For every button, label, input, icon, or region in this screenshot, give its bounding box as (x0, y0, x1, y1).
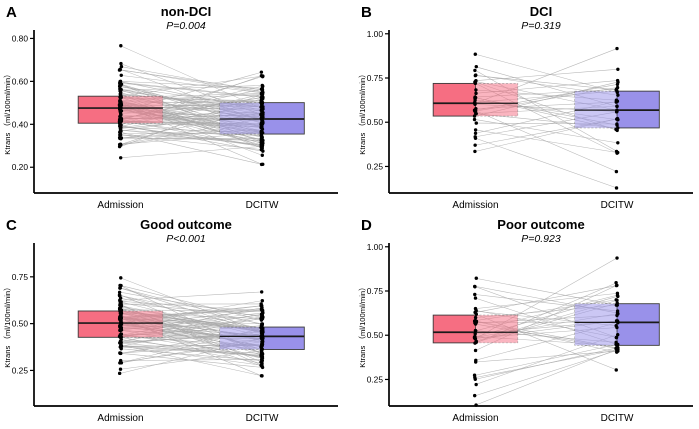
svg-text:0.75: 0.75 (367, 286, 384, 296)
svg-text:1.00: 1.00 (367, 242, 384, 252)
svg-text:0.75: 0.75 (12, 272, 29, 282)
svg-text:Ktrans （ml/100ml/min）: Ktrans （ml/100ml/min） (358, 283, 367, 367)
svg-text:C: C (6, 217, 17, 234)
svg-text:non-DCI: non-DCI (161, 4, 212, 19)
svg-text:0.50: 0.50 (367, 330, 384, 340)
svg-text:0.60: 0.60 (12, 76, 29, 86)
svg-text:0.40: 0.40 (12, 119, 29, 129)
svg-text:DCI: DCI (530, 4, 552, 19)
svg-text:Admission: Admission (97, 200, 143, 211)
svg-text:A: A (6, 4, 17, 21)
svg-text:0.50: 0.50 (367, 117, 384, 127)
svg-text:Ktrans （ml/100ml/min）: Ktrans （ml/100ml/min） (3, 283, 12, 367)
svg-text:0.50: 0.50 (12, 319, 29, 329)
svg-text:0.25: 0.25 (367, 161, 384, 171)
svg-text:Ktrans （ml/100ml/min）: Ktrans （ml/100ml/min） (358, 70, 367, 154)
svg-text:DCITW: DCITW (246, 200, 279, 211)
svg-text:0.75: 0.75 (367, 73, 384, 83)
svg-text:DCITW: DCITW (601, 413, 634, 424)
svg-text:0.20: 0.20 (12, 162, 29, 172)
svg-text:B: B (361, 4, 372, 21)
svg-text:Admission: Admission (452, 413, 498, 424)
svg-text:P=0.004: P=0.004 (166, 20, 206, 32)
svg-text:D: D (361, 217, 372, 234)
svg-text:Admission: Admission (97, 413, 143, 424)
svg-text:0.25: 0.25 (367, 374, 384, 384)
svg-text:P=0.319: P=0.319 (521, 20, 561, 32)
svg-text:Poor outcome: Poor outcome (497, 217, 584, 232)
svg-text:Ktrans （ml/100ml/min）: Ktrans （ml/100ml/min） (3, 70, 12, 154)
svg-text:P=0.923: P=0.923 (521, 233, 561, 245)
svg-text:Good outcome: Good outcome (140, 217, 232, 232)
svg-text:DCITW: DCITW (601, 200, 634, 211)
svg-text:P<0.001: P<0.001 (166, 233, 205, 245)
svg-text:1.00: 1.00 (367, 29, 384, 39)
svg-text:0.25: 0.25 (12, 365, 29, 375)
svg-text:Admission: Admission (452, 200, 498, 211)
svg-text:DCITW: DCITW (246, 413, 279, 424)
svg-text:0.80: 0.80 (12, 33, 29, 43)
